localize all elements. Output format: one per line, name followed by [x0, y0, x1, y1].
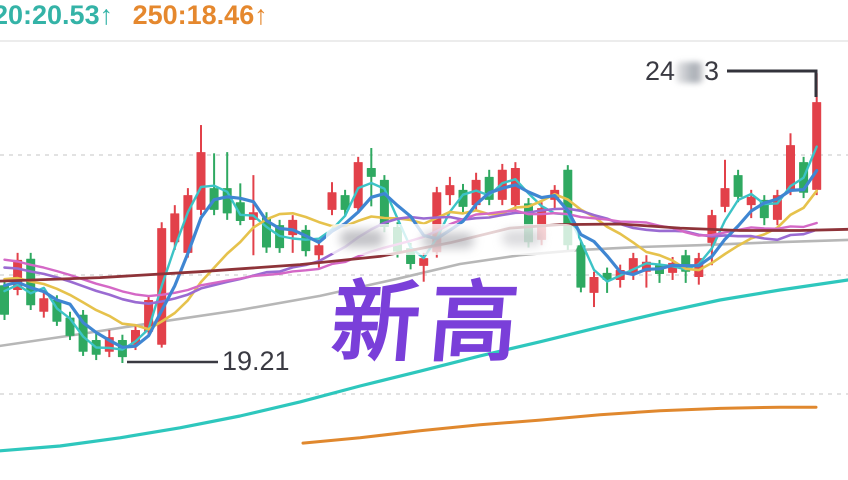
candle[interactable] [576, 239, 586, 293]
low-price-callout: 19.21 [222, 346, 290, 376]
high-price-callout: 24 3 [645, 56, 719, 87]
line-MA250-orange-long [301, 405, 818, 445]
candle-body [419, 258, 429, 266]
candle-body [720, 188, 730, 207]
candle-body [314, 245, 324, 256]
ma250-value-label: 250:18.46↑ [132, 0, 268, 30]
ma20-value-label: 20:20.53↑ [0, 0, 114, 30]
high-callout-line [727, 69, 818, 97]
ma-line-MA5 [2, 169, 819, 349]
blur-smudge [502, 230, 542, 246]
candle[interactable] [327, 182, 337, 216]
candle-body [0, 285, 9, 315]
candle[interactable] [288, 215, 298, 253]
candle[interactable] [170, 205, 180, 250]
candle-body [340, 195, 350, 210]
candle[interactable] [39, 289, 49, 318]
candle-body [576, 245, 586, 288]
candle-body [170, 213, 180, 243]
high-price-prefix: 24 [645, 56, 676, 86]
candle-body [445, 185, 455, 196]
candle[interactable] [196, 125, 206, 216]
candle[interactable] [340, 189, 350, 217]
candle[interactable] [235, 183, 245, 226]
candle-body [327, 192, 337, 210]
line-MA20-cyan-long [0, 278, 848, 453]
header-divider [0, 40, 848, 42]
blur-smudge [340, 230, 384, 247]
candle-body [471, 179, 481, 206]
candle[interactable] [222, 152, 232, 220]
new-high-caption: 新高 [327, 273, 533, 372]
blurred-watermark-band [326, 224, 578, 255]
high-price-suffix: 3 [704, 56, 720, 86]
candle[interactable] [445, 176, 455, 206]
candle-body [589, 277, 599, 293]
candle-body [733, 175, 743, 197]
candle[interactable] [353, 156, 363, 214]
candle[interactable] [589, 271, 599, 308]
candle[interactable] [720, 159, 730, 213]
blur-smudge [422, 233, 474, 248]
ma-readout-header: 20:20.53↑ 250:18.46↑ [0, 0, 268, 31]
candle-body [131, 330, 140, 345]
candle-body [746, 196, 756, 206]
candle[interactable] [13, 252, 23, 296]
blurred-digits-patch [676, 62, 704, 83]
candle-body [353, 162, 363, 209]
candle-body [196, 152, 206, 210]
candle-body [235, 202, 245, 222]
candle-body [366, 168, 376, 177]
candle-body [786, 145, 795, 190]
candle[interactable] [759, 195, 769, 226]
candle-body [39, 298, 49, 312]
candle[interactable] [733, 169, 743, 203]
candle[interactable] [484, 169, 494, 206]
